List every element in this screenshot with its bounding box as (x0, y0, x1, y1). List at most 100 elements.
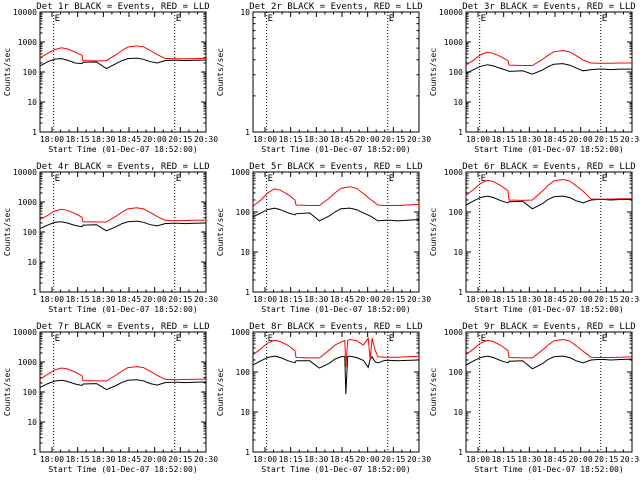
y-tick-label: 10 (27, 418, 37, 427)
x-tick-label: 18:45 (117, 135, 141, 144)
y-axis-label: Counts/sec (216, 48, 225, 96)
time-marker-label: E (268, 14, 273, 24)
x-tick-label: 18:45 (543, 135, 567, 144)
x-tick-label: 18:00 (40, 455, 64, 464)
x-tick-label: 20:30 (407, 295, 431, 304)
x-tick-label: 20:00 (143, 135, 167, 144)
x-tick-label: 18:45 (543, 295, 567, 304)
x-tick-label: 20:15 (594, 455, 618, 464)
x-tick-label: 18:30 (304, 455, 328, 464)
x-tick-label: 18:00 (253, 135, 277, 144)
x-tick-label: 18:00 (466, 295, 490, 304)
y-tick-label: 10000 (13, 168, 37, 177)
plot-frame (465, 171, 633, 293)
x-tick-label: 18:15 (492, 135, 516, 144)
y-tick-label: 10000 (13, 328, 37, 337)
time-marker-label: E (176, 14, 181, 24)
y-tick-label: 10 (453, 98, 463, 107)
plot-title: Det 3r BLACK = Events, RED = LLD (462, 2, 635, 12)
plot-frame (39, 11, 207, 133)
x-tick-label: 18:15 (279, 455, 303, 464)
y-tick-label: 1000 (444, 38, 463, 47)
plot-frame (465, 11, 633, 133)
plot-frame (39, 331, 207, 453)
x-tick-label: 20:30 (407, 135, 431, 144)
y-tick-label: 1000 (444, 168, 463, 177)
x-tick-label: 20:00 (569, 295, 593, 304)
x-tick-label: 20:30 (620, 455, 640, 464)
time-marker-label: E (55, 334, 60, 344)
time-marker-label: E (55, 14, 60, 24)
plot-frame (252, 11, 420, 133)
series-lld-line (465, 49, 632, 66)
plot-det-9: Det 9r BLACK = Events, RED = LLD Counts/s… (429, 322, 640, 474)
y-tick-label: 1 (32, 448, 37, 457)
x-tick-label: 20:30 (194, 455, 218, 464)
x-tick-label: 18:30 (517, 295, 541, 304)
y-axis-label: Counts/sec (429, 368, 438, 416)
y-tick-label: 1000 (18, 198, 37, 207)
plot-frame (252, 171, 420, 293)
x-tick-label: 18:30 (304, 135, 328, 144)
x-axis-label: Start Time (01-Dec-07 18:52:00) (474, 305, 623, 314)
x-axis-label: Start Time (01-Dec-07 18:52:00) (261, 465, 410, 474)
time-marker-label: E (389, 14, 394, 24)
x-tick-label: 20:15 (594, 135, 618, 144)
series-lld-line (252, 336, 420, 368)
plot-title: Det 5r BLACK = Events, RED = LLD (249, 162, 422, 172)
y-tick-label: 10 (240, 248, 250, 257)
x-tick-label: 20:00 (569, 135, 593, 144)
plot-det-6: Det 6r BLACK = Events, RED = LLD Counts/s… (429, 162, 640, 314)
x-tick-label: 18:15 (66, 135, 90, 144)
x-tick-label: 18:15 (492, 295, 516, 304)
y-tick-label: 10 (240, 408, 250, 417)
y-axis-label: Counts/sec (429, 208, 438, 256)
x-tick-label: 18:45 (330, 455, 354, 464)
y-tick-label: 1000 (231, 168, 250, 177)
x-tick-label: 20:30 (407, 455, 431, 464)
plot-title: Det 4r BLACK = Events, RED = LLD (36, 162, 209, 172)
plot-title: Det 9r BLACK = Events, RED = LLD (462, 322, 635, 332)
y-tick-label: 1000 (18, 38, 37, 47)
time-marker-label: E (602, 14, 607, 24)
x-tick-label: 18:00 (40, 135, 64, 144)
x-tick-label: 18:45 (117, 295, 141, 304)
x-tick-label: 20:00 (356, 455, 380, 464)
y-tick-label: 100 (449, 68, 464, 77)
plot-title: Det 2r BLACK = Events, RED = LLD (249, 2, 422, 12)
x-tick-label: 20:15 (594, 295, 618, 304)
x-tick-label: 20:15 (168, 455, 192, 464)
plot-frame (252, 331, 420, 453)
series-events-line (39, 379, 207, 391)
plot-title: Det 8r BLACK = Events, RED = LLD (249, 322, 422, 332)
x-tick-label: 18:15 (279, 135, 303, 144)
series-lld-line (39, 366, 207, 382)
series-events-line (39, 220, 207, 232)
plot-det-4: Det 4r BLACK = Events, RED = LLD Counts/s… (3, 162, 218, 314)
x-tick-label: 18:15 (492, 455, 516, 464)
x-tick-label: 18:15 (279, 295, 303, 304)
x-tick-label: 18:00 (466, 455, 490, 464)
y-axis-label: Counts/sec (429, 48, 438, 96)
time-marker-label: E (268, 174, 273, 184)
x-tick-label: 20:30 (620, 135, 640, 144)
y-tick-label: 1000 (18, 358, 37, 367)
series-lld-line (465, 338, 633, 359)
y-axis-label: Counts/sec (3, 368, 12, 416)
x-tick-label: 20:00 (356, 295, 380, 304)
x-tick-label: 20:30 (194, 135, 218, 144)
y-tick-label: 1 (32, 128, 37, 137)
x-tick-label: 18:30 (91, 295, 115, 304)
x-tick-label: 20:30 (194, 295, 218, 304)
x-tick-label: 20:15 (381, 295, 405, 304)
x-axis-label: Start Time (01-Dec-07 18:52:00) (48, 465, 197, 474)
y-tick-label: 100 (23, 228, 38, 237)
plot-frame (39, 171, 207, 293)
x-tick-label: 20:15 (381, 135, 405, 144)
y-tick-label: 1 (458, 128, 463, 137)
y-tick-label: 10000 (13, 8, 37, 17)
y-tick-label: 100 (23, 388, 38, 397)
plot-title: Det 7r BLACK = Events, RED = LLD (36, 322, 209, 332)
x-tick-label: 18:45 (543, 455, 567, 464)
time-marker-label: E (55, 174, 60, 184)
